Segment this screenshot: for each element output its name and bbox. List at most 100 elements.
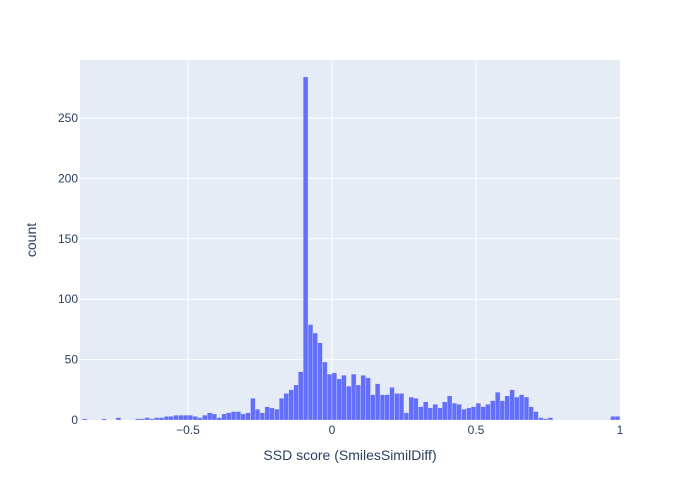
histogram-bar [610, 416, 616, 421]
histogram-bar [231, 411, 237, 421]
y-tick-label: 100 [58, 292, 78, 306]
histogram-bar [451, 402, 458, 421]
histogram-bar [365, 377, 371, 421]
histogram-bar [398, 393, 405, 421]
y-tick-label: 250 [58, 111, 78, 125]
histogram-bar [456, 404, 462, 421]
histogram-bar [182, 415, 189, 421]
histogram-bar [437, 407, 443, 421]
histogram-bar [159, 417, 165, 421]
histogram-bar [259, 412, 265, 421]
histogram-bar [519, 394, 525, 421]
histogram-bar [614, 416, 621, 421]
histogram-bar [303, 76, 309, 421]
histogram-bar [221, 413, 227, 421]
histogram-bar [447, 395, 453, 421]
histogram-bar [322, 361, 328, 421]
histogram-bar [211, 413, 217, 421]
histogram-bar [547, 417, 553, 421]
histogram-bar [245, 412, 251, 421]
histogram-bar [470, 406, 477, 421]
y-tick-label: 200 [58, 171, 78, 185]
x-tick-label: −0.5 [176, 423, 200, 437]
histogram-bar [533, 411, 539, 421]
y-axis-ticks: 0 50 100 150 200 250 [58, 111, 78, 427]
histogram-bar [331, 372, 337, 421]
x-tick-label: 0.5 [468, 423, 485, 437]
histogram-bar [461, 408, 467, 421]
histogram-bar [466, 407, 472, 421]
histogram-bar [173, 415, 179, 421]
histogram-bar [235, 411, 242, 421]
histogram-bar [442, 401, 448, 421]
histogram-bar [509, 389, 515, 421]
x-tick-label: 0 [329, 423, 336, 437]
histogram-bar [135, 418, 141, 421]
plot-area [80, 60, 620, 420]
histogram-bar [504, 395, 510, 421]
histogram-bar [538, 417, 544, 421]
histogram-bar [197, 417, 203, 421]
histogram-bar [341, 375, 347, 421]
histogram-bar [336, 378, 342, 421]
histogram-bar [499, 400, 505, 421]
histogram-bar [192, 416, 198, 421]
histogram-bar [490, 400, 496, 421]
y-axis-title: count [23, 223, 39, 257]
histogram-bar [370, 394, 376, 421]
histogram-bar [149, 418, 155, 421]
histogram-bar [375, 383, 381, 421]
histogram-bar [379, 394, 386, 421]
histogram-bar [264, 406, 270, 421]
histogram-bar [144, 417, 150, 421]
histogram-bar [480, 406, 486, 421]
histogram-bar [475, 402, 481, 421]
histogram-bar [355, 384, 361, 421]
x-axis-title: SSD score (SmilesSimilDiff) [263, 447, 436, 463]
histogram-bar [312, 332, 318, 421]
histogram-bar [226, 412, 232, 421]
histogram-bar [178, 415, 184, 421]
histogram-bar [403, 412, 409, 421]
histogram-bar [326, 373, 333, 421]
histogram-bar [82, 418, 88, 421]
histogram-bar [360, 375, 366, 421]
histogram-bar [528, 406, 534, 421]
histogram-bar [240, 413, 246, 421]
histogram-bar [274, 408, 280, 421]
histogram-bar [254, 408, 261, 421]
histogram-bar [288, 389, 294, 421]
histogram-bar [154, 417, 160, 421]
histogram-bar [207, 412, 213, 421]
gridlines [80, 60, 620, 420]
histogram-bar [168, 416, 174, 421]
histogram-bar [432, 404, 438, 421]
y-tick-label: 150 [58, 232, 78, 246]
histogram-bar [408, 396, 414, 421]
histogram-bar [202, 415, 208, 421]
histogram-bar [317, 342, 323, 421]
histogram-bar [283, 393, 289, 421]
histogram-bar [427, 407, 433, 421]
histogram-bar [115, 417, 121, 421]
histogram-bar [384, 394, 390, 421]
histogram-bar [298, 371, 304, 421]
histogram-bar [523, 396, 530, 421]
histogram-bar [250, 398, 256, 421]
histogram-bar [187, 415, 193, 421]
x-tick-label: 1 [617, 423, 624, 437]
histogram-bar [139, 418, 145, 421]
histogram-bar [216, 417, 222, 421]
histogram-bar [269, 407, 275, 421]
histogram-bar [413, 398, 419, 421]
y-tick-label: 50 [65, 353, 79, 367]
histogram-bar [418, 406, 424, 421]
histogram-bar [389, 387, 395, 421]
histogram-bar [101, 418, 107, 421]
histogram-bar [514, 396, 520, 421]
x-axis-ticks: −0.5 0 0.5 1 [176, 423, 624, 437]
histogram-bar [485, 404, 491, 421]
histogram-bar [542, 418, 549, 421]
histogram-bar [394, 393, 400, 421]
